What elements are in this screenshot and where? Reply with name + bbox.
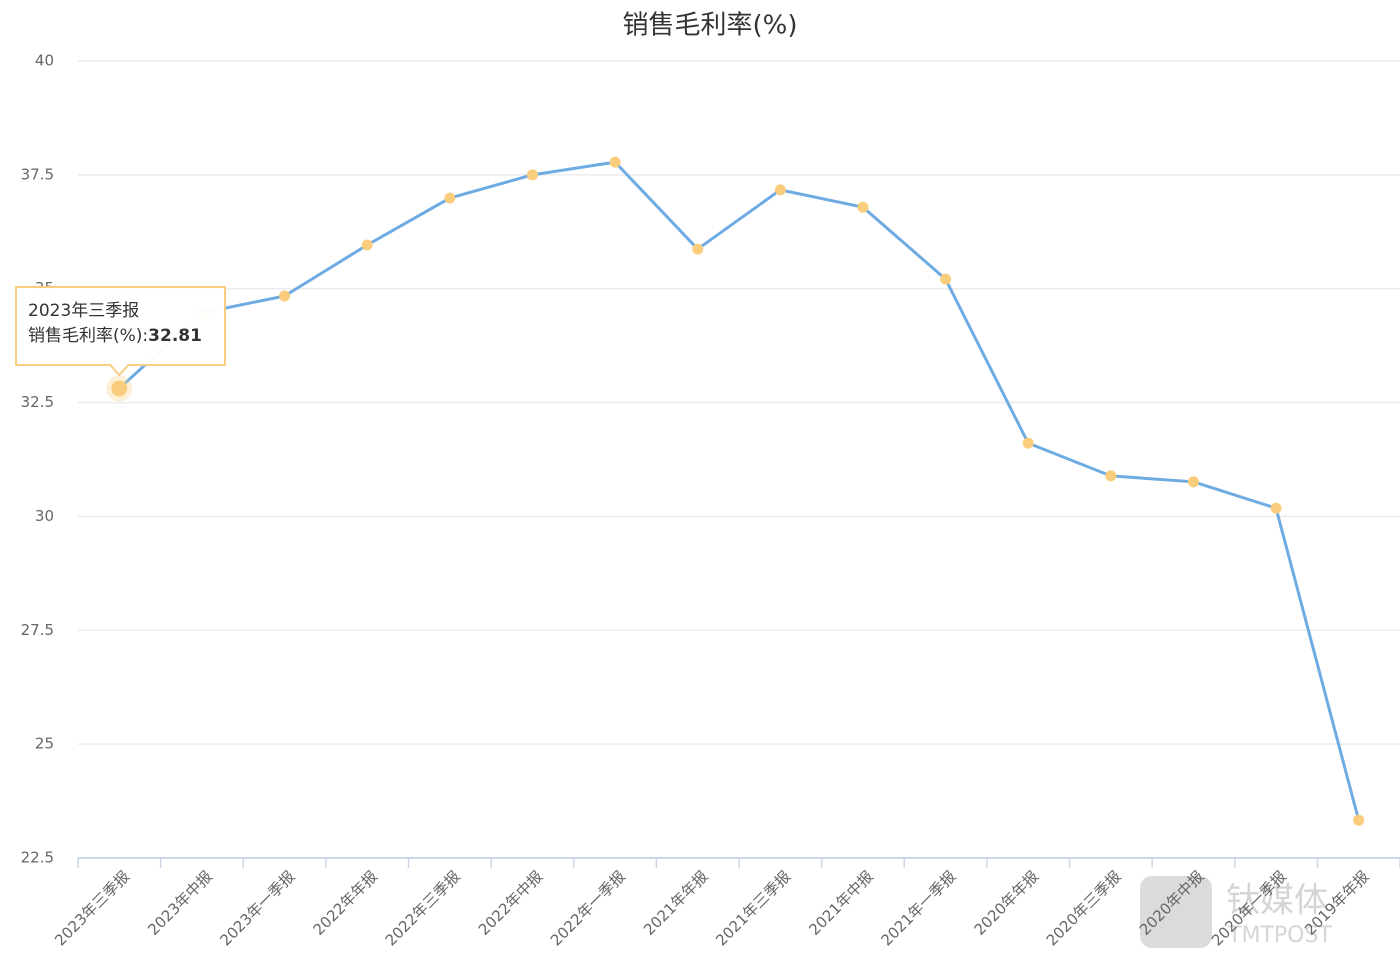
y-tick-label: 27.5: [21, 621, 54, 639]
y-tick-label: 32.5: [21, 393, 54, 411]
watermark-logo: [1140, 876, 1212, 948]
marker: [1270, 502, 1282, 514]
marker: [279, 290, 291, 302]
tooltip-box: [15, 286, 226, 377]
line: [118, 160, 1361, 821]
marker: [444, 192, 456, 204]
y-tick-label: 40: [35, 52, 54, 70]
marker: [111, 380, 128, 397]
x-tick-label: 2021年年报: [640, 867, 712, 939]
x-tick-label: 2023年三季报: [51, 867, 133, 949]
y-tick-label: 30: [35, 507, 54, 525]
x-tick-label: 2020年年报: [971, 867, 1043, 939]
marker: [857, 201, 869, 213]
marker: [692, 243, 704, 255]
watermark-sub: TMTPOST: [1227, 923, 1332, 948]
x-tick-label: 2021年三季报: [712, 867, 794, 949]
x-tick-label: 2020年三季报: [1043, 867, 1125, 949]
x-tick-label: 2022年中报: [475, 867, 547, 939]
tooltip-title: 2023年三季报: [28, 301, 139, 321]
x-tick-label: 2022年年报: [310, 867, 382, 939]
tooltip-part: 32.81: [148, 326, 202, 346]
x-tick-label: 2021年一季报: [877, 867, 959, 949]
marker: [1105, 470, 1117, 482]
tooltip-body: 销售毛利率(%):32.81: [28, 326, 202, 346]
watermark-text: 钛媒体: [1226, 881, 1328, 921]
marker: [774, 184, 786, 196]
marker: [526, 169, 538, 181]
x-tick-label: 2023年一季报: [216, 867, 298, 949]
x-tick-label: 2022年一季报: [547, 867, 629, 949]
marker: [609, 156, 621, 168]
y-tick-label: 37.5: [21, 165, 54, 183]
tooltip-part: :: [142, 326, 148, 346]
marker: [1353, 814, 1365, 826]
x-tick-label: 2021年中报: [805, 867, 877, 939]
y-tick-label: 25: [35, 735, 54, 753]
marker: [940, 273, 952, 285]
x-tick-label: 2023年中报: [144, 867, 216, 939]
chart-title: 销售毛利率(%): [623, 11, 798, 41]
y-tick-label: 22.5: [21, 849, 54, 867]
x-tick-label: 2022年三季报: [382, 867, 464, 949]
marker: [361, 239, 373, 251]
tooltip-part: 销售毛利率(%): [28, 326, 142, 346]
marker: [1022, 437, 1034, 449]
marker: [1187, 476, 1199, 488]
